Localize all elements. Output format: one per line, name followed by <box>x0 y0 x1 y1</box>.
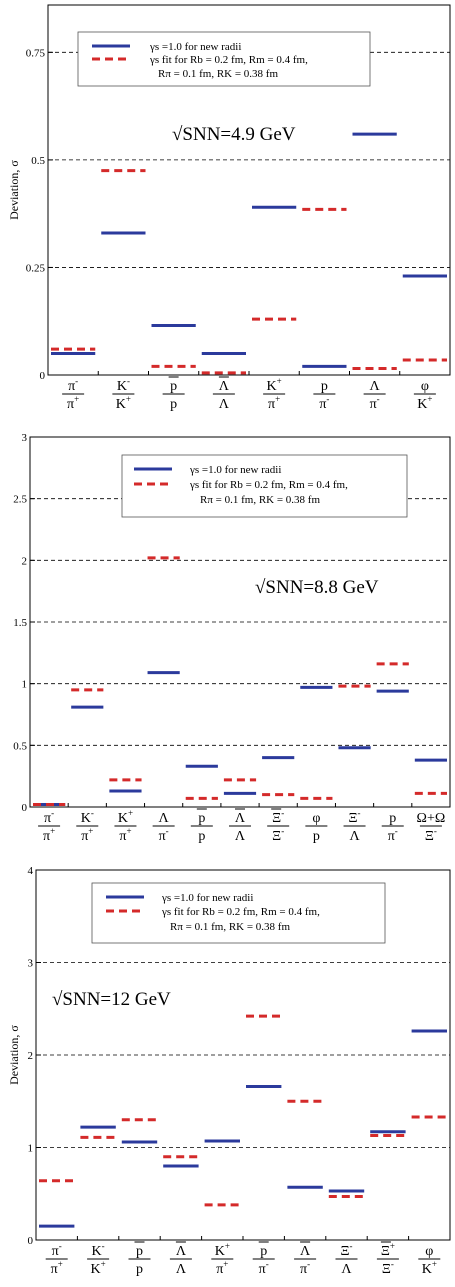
y-tick-label: 0 <box>40 370 46 382</box>
category-denominator: π+ <box>51 1259 63 1277</box>
category-numerator: K+ <box>118 808 133 826</box>
y-tick-label: 1 <box>22 679 28 691</box>
energy-label: √SNN=12 GeV <box>52 989 171 1010</box>
category-numerator: Ξ- <box>272 808 284 826</box>
category-denominator: p <box>313 829 320 844</box>
y-tick-label: 2 <box>28 1050 34 1062</box>
y-tick-label: 0.5 <box>31 155 45 167</box>
y-tick-label: 4 <box>28 865 34 877</box>
category-numerator: φ <box>312 811 320 826</box>
category-numerator: K+ <box>215 1241 230 1259</box>
energy-label: √SNN=8.8 GeV <box>255 577 379 598</box>
category-denominator: π+ <box>268 394 280 412</box>
category-denominator: π- <box>370 394 380 412</box>
energy-label: √SNN=4.9 GeV <box>172 124 296 145</box>
category-numerator: p <box>321 379 328 394</box>
category-denominator: π- <box>159 826 169 844</box>
category-denominator: π+ <box>67 394 79 412</box>
legend-box <box>121 454 408 518</box>
y-tick-label: 3 <box>22 432 28 444</box>
legend-line2: γs fit for Rb = 0.2 fm, Rm = 0.4 fm, <box>189 479 348 491</box>
y-axis-label: Deviation, σ <box>7 1025 21 1085</box>
legend-line1: γs =1.0 for new radii <box>161 892 253 904</box>
category-numerator: p <box>389 811 396 826</box>
category-numerator: Ξ+ <box>381 1241 395 1259</box>
y-tick-label: 0.5 <box>13 740 27 752</box>
legend-line3: Rπ = 0.1 fm, RK = 0.38 fm <box>158 68 278 80</box>
category-numerator: K+ <box>267 376 282 394</box>
category-denominator: π+ <box>81 826 93 844</box>
y-tick-label: 3 <box>28 958 34 970</box>
category-denominator: Λ <box>235 829 246 844</box>
panel-8p8-gev: 00.511.522.53π-π+K-π+K+π+Λπ-ppΛΛΞ-Ξ-φpΞ-… <box>13 432 451 844</box>
y-tick-label: 0.25 <box>26 262 46 274</box>
category-numerator: Λ <box>159 811 170 826</box>
y-tick-label: 0 <box>22 802 28 814</box>
category-denominator: Ξ- <box>382 1259 394 1277</box>
y-tick-label: 1.5 <box>13 617 27 629</box>
y-tick-label: 2 <box>22 555 28 567</box>
category-numerator: Ω+Ω <box>417 811 446 826</box>
category-denominator: π+ <box>43 826 55 844</box>
category-numerator: φ <box>421 379 429 394</box>
category-numerator: φ <box>425 1244 433 1259</box>
category-denominator: K+ <box>116 394 131 412</box>
category-denominator: π- <box>259 1259 269 1277</box>
category-denominator: K+ <box>417 394 432 412</box>
category-numerator: Λ <box>219 379 230 394</box>
category-numerator: Λ <box>235 811 246 826</box>
category-denominator: K+ <box>90 1259 105 1277</box>
category-numerator: π- <box>44 808 54 826</box>
category-numerator: K- <box>117 376 130 394</box>
category-numerator: p <box>136 1244 143 1259</box>
category-numerator: Ξ- <box>340 1241 352 1259</box>
legend-line1: γs =1.0 for new radii <box>189 464 281 476</box>
category-denominator: π+ <box>216 1259 228 1277</box>
legend-line3: Rπ = 0.1 fm, RK = 0.38 fm <box>200 494 320 506</box>
category-denominator: Λ <box>176 1262 187 1277</box>
category-numerator: π- <box>68 376 78 394</box>
category-denominator: p <box>136 1262 143 1277</box>
category-numerator: K- <box>81 808 94 826</box>
category-denominator: p <box>198 829 205 844</box>
category-numerator: p <box>198 811 205 826</box>
category-denominator: Λ <box>219 397 230 412</box>
y-tick-label: 1 <box>28 1143 34 1155</box>
legend-box <box>77 31 371 87</box>
category-denominator: Λ <box>349 829 360 844</box>
category-numerator: Ξ- <box>349 808 361 826</box>
category-numerator: Λ <box>176 1244 187 1259</box>
category-denominator: π- <box>300 1259 310 1277</box>
category-denominator: Λ <box>341 1262 352 1277</box>
y-tick-label: 2.5 <box>13 494 27 506</box>
category-denominator: Ξ- <box>272 826 284 844</box>
category-denominator: π- <box>388 826 398 844</box>
y-axis-label: Deviation, σ <box>7 160 21 220</box>
y-tick-label: 0 <box>28 1235 34 1247</box>
legend-line3: Rπ = 0.1 fm, RK = 0.38 fm <box>170 921 290 933</box>
category-denominator: p <box>170 397 177 412</box>
category-numerator: Λ <box>370 379 381 394</box>
legend-box <box>91 882 386 944</box>
category-numerator: p <box>260 1244 267 1259</box>
category-denominator: Ξ- <box>425 826 437 844</box>
legend-line2: γs fit for Rb = 0.2 fm, Rm = 0.4 fm, <box>149 54 308 66</box>
category-numerator: Λ <box>300 1244 311 1259</box>
y-tick-label: 0.75 <box>26 47 46 59</box>
legend-line2: γs fit for Rb = 0.2 fm, Rm = 0.4 fm, <box>161 906 320 918</box>
category-denominator: π+ <box>119 826 131 844</box>
legend-line1: γs =1.0 for new radii <box>149 41 241 53</box>
category-numerator: K- <box>92 1241 105 1259</box>
category-numerator: π- <box>52 1241 62 1259</box>
category-numerator: p <box>170 379 177 394</box>
category-denominator: K+ <box>422 1259 437 1277</box>
category-denominator: π- <box>319 394 329 412</box>
